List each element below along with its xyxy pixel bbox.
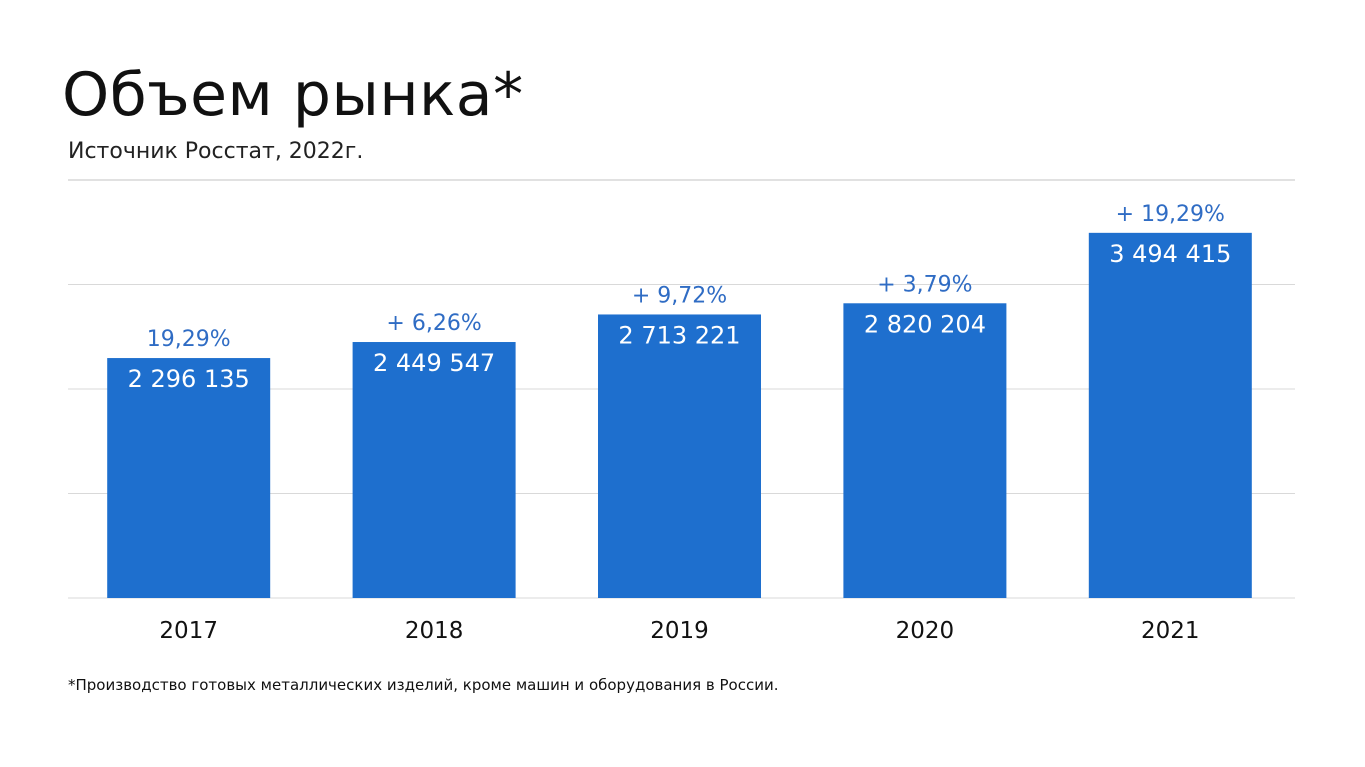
growth-label-2019: + 9,72% [632,283,727,308]
growth-label-2021: + 19,29% [1116,202,1225,227]
value-label-2020: 2 820 204 [864,310,986,338]
data-labels: 2 296 135 19,29% 2 449 547 + 6,26% 2 713 221… [128,202,1232,393]
category-label-2021: 2021 [1141,618,1200,644]
bar-chart: 2 296 135 19,29% 2 449 547 + 6,26% 2 713 221… [68,179,1295,644]
value-label-2019: 2 713 221 [618,321,740,349]
category-label-2020: 2020 [896,618,955,644]
bar-2018 [352,342,516,598]
bar-2021 [1088,232,1252,599]
bar-2020 [843,303,1007,598]
growth-label-2017: 19,29% [147,327,231,352]
category-label-2017: 2017 [159,618,218,644]
value-label-2018: 2 449 547 [373,349,495,377]
growth-label-2020: + 3,79% [877,272,972,297]
page-subtitle: Источник Росстат, 2022г. [68,139,364,164]
value-label-2017: 2 296 135 [128,365,250,393]
bar-2017 [107,358,271,598]
value-label-2021: 3 494 415 [1109,240,1231,268]
page-title: Объем рынка* [62,60,524,130]
bars [107,232,1252,599]
bar-2019 [598,314,761,598]
category-label-2018: 2018 [405,618,464,644]
footnote: *Производство готовых металлических изде… [68,676,779,694]
growth-label-2018: + 6,26% [386,311,481,336]
category-label-2019: 2019 [650,618,709,644]
category-labels: 2017 2018 2019 2020 2021 [159,618,1199,644]
